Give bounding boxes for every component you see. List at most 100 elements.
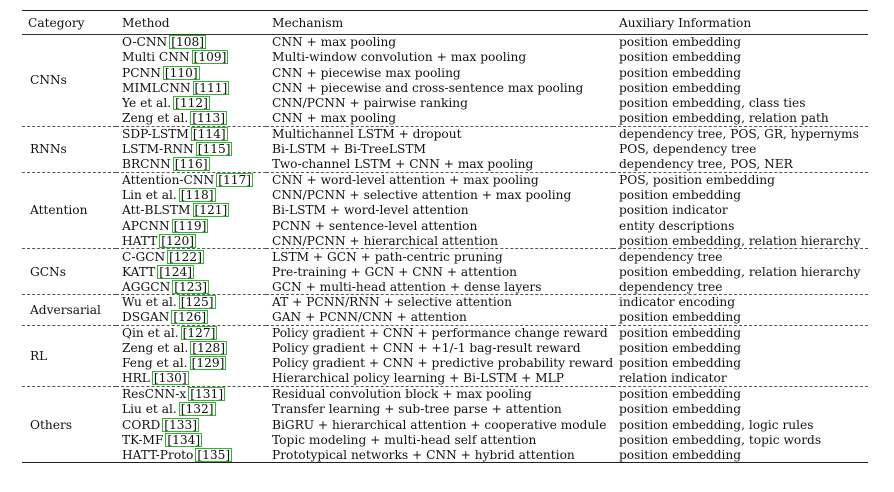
- citation-link[interactable]: [131]: [188, 387, 226, 402]
- method-cell: Attention-CNN [117]: [116, 172, 266, 188]
- table-row: TK-MF [134] Topic modeling + multi-head se…: [22, 432, 868, 447]
- method-cell: Qin et al. [127]: [116, 325, 266, 341]
- table-row: DSGAN [126] GAN + PCNN/CNN + attention posi…: [22, 309, 868, 326]
- table-row: Ye et al. [112] CNN/PCNN + pairwise rankin…: [22, 96, 868, 111]
- method-name: C-GCN: [122, 249, 166, 264]
- auxiliary-cell: position embedding: [619, 35, 742, 50]
- citation-link[interactable]: [135]: [195, 447, 233, 462]
- mechanism-cell: Two-channel LSTM + CNN + max pooling: [266, 156, 613, 173]
- table-row: BRCNN [116] Two-channel LSTM + CNN + max p…: [22, 156, 868, 173]
- table-row: Others ResCNN-x [131] Residual convolution …: [22, 386, 868, 464]
- auxiliary-cell: POS, dependency tree: [619, 142, 757, 157]
- citation-link[interactable]: [132]: [178, 402, 216, 417]
- citation-link[interactable]: [121]: [192, 203, 230, 218]
- method-cell: DSGAN [126]: [116, 309, 266, 326]
- citation-link[interactable]: [112]: [173, 96, 210, 111]
- citation-link[interactable]: [120]: [159, 233, 197, 248]
- category-cell: CNNs: [22, 34, 116, 127]
- citation-link[interactable]: [113]: [190, 111, 228, 126]
- citation-link[interactable]: [125]: [178, 295, 216, 310]
- mechanism-cell: CNN/PCNN + selective attention + max poo…: [272, 188, 572, 203]
- auxiliary-cell: indicator encoding: [619, 295, 736, 310]
- category-cell: Attention: [22, 172, 116, 250]
- auxiliary-cell: dependency tree, POS, NER: [613, 156, 868, 173]
- method-name: Attention-CNN: [122, 173, 215, 188]
- method-cell: MIMLCNN [111]: [116, 80, 266, 96]
- auxiliary-cell: relation indicator: [613, 371, 868, 387]
- table-row: Multi CNN [109] Multi-window convolution +…: [22, 50, 868, 65]
- citation-link[interactable]: [118]: [178, 188, 216, 203]
- header-row: Category Method Mechanism Auxiliary Info…: [22, 10, 868, 35]
- citation-link[interactable]: [130]: [151, 371, 189, 386]
- citation-link[interactable]: [128]: [190, 341, 228, 356]
- method-name: APCNN: [122, 218, 170, 233]
- table-row: RL Qin et al. [127] Policy gradient + CNN +…: [22, 325, 868, 387]
- method-cell: AGGCN [123]: [116, 279, 266, 296]
- citation-link[interactable]: [111]: [192, 81, 230, 96]
- mechanism-cell: Bi-LSTM + word-level attention: [272, 203, 469, 218]
- header-auxiliary: Auxiliary Information: [613, 10, 868, 35]
- citation-link[interactable]: [134]: [165, 432, 203, 447]
- citation-link[interactable]: [122]: [167, 249, 204, 264]
- citation-link[interactable]: [124]: [157, 264, 195, 279]
- method-name: Qin et al.: [122, 326, 179, 341]
- auxiliary-cell: position embedding: [619, 50, 742, 65]
- citation-link[interactable]: [133]: [162, 417, 200, 432]
- citation-link[interactable]: [117]: [216, 173, 253, 188]
- method-cell: Zeng et al. [128]: [116, 340, 266, 356]
- auxiliary-cell: dependency tree, POS, GR, hypernyms: [619, 127, 859, 142]
- mechanism-cell: CNN + piecewise max pooling: [272, 65, 461, 80]
- auxiliary-cell: position embedding: [619, 326, 742, 341]
- method-name: HATT-Proto: [122, 447, 194, 462]
- auxiliary-cell: position embedding, logic rules: [619, 417, 814, 432]
- method-name: CORD: [122, 417, 161, 432]
- mechanism-cell: GAN + PCNN/CNN + attention: [266, 309, 613, 326]
- method-cell: Att-BLSTM [121]: [116, 203, 266, 218]
- citation-link[interactable]: [115]: [195, 142, 233, 157]
- method-cell: PCNN [110]: [116, 65, 266, 80]
- method-name: Liu et al.: [122, 402, 177, 417]
- citation-link[interactable]: [119]: [171, 218, 209, 233]
- mechanism-cell: Hierarchical policy learning + Bi-LSTM +…: [266, 371, 613, 387]
- mechanism-cell: Pre-training + GCN + CNN + attention: [272, 264, 518, 279]
- header-method: Method: [116, 10, 266, 35]
- auxiliary-cell: position embedding, relation hierarchy: [613, 233, 868, 250]
- mechanism-cell: Residual convolution block + max pooling: [272, 387, 532, 402]
- table-row: PCNN [110] CNN + piecewise max pooling posi…: [22, 65, 868, 80]
- method-name: Lin et al.: [122, 188, 177, 203]
- method-name: Zeng et al.: [122, 111, 189, 126]
- method-cell: Ye et al. [112]: [116, 96, 266, 111]
- method-cell: TK-MF [134]: [116, 432, 266, 447]
- mechanism-cell: Multi-window convolution + max pooling: [272, 50, 527, 65]
- method-cell: BRCNN [116]: [116, 156, 266, 173]
- auxiliary-cell: position embedding, topic words: [619, 432, 822, 447]
- table-row: KATT [124] Pre-training + GCN + CNN + atte…: [22, 264, 868, 279]
- citation-link[interactable]: [123]: [172, 279, 210, 294]
- citation-link[interactable]: [129]: [189, 356, 227, 371]
- auxiliary-cell: position embedding: [619, 65, 742, 80]
- method-cell: APCNN [119]: [116, 218, 266, 233]
- auxiliary-cell: position embedding: [619, 402, 742, 417]
- auxiliary-cell: position embedding: [613, 447, 868, 464]
- auxiliary-cell: position indicator: [619, 203, 728, 218]
- auxiliary-cell: entity descriptions: [619, 218, 735, 233]
- mechanism-cell: Bi-LSTM + Bi-TreeLSTM: [272, 142, 426, 157]
- table-row: GCNs C-GCN [122] LSTM + GCN + path-centric …: [22, 248, 868, 296]
- citation-link[interactable]: [108]: [169, 35, 206, 50]
- citation-link[interactable]: [116]: [172, 157, 210, 172]
- citation-link[interactable]: [110]: [162, 65, 200, 80]
- mechanism-cell: Topic modeling + multi-head self attenti…: [272, 432, 537, 447]
- method-name: MIMLCNN: [122, 81, 191, 96]
- method-cell: C-GCN [122]: [116, 249, 266, 264]
- table-row: Att-BLSTM [121] Bi-LSTM + word-level atten…: [22, 203, 868, 218]
- table-row: APCNN [119] PCNN + sentence-level attentio…: [22, 218, 868, 233]
- citation-link[interactable]: [127]: [180, 326, 218, 341]
- citation-link[interactable]: [126]: [171, 310, 209, 325]
- method-name: O-CNN: [122, 35, 168, 50]
- mechanism-cell: Policy gradient + CNN + predictive proba…: [272, 356, 613, 371]
- method-cell: O-CNN [108]: [116, 35, 266, 50]
- citation-link[interactable]: [114]: [190, 127, 228, 142]
- mechanism-cell: GCN + multi-head attention + dense layer…: [266, 279, 613, 296]
- citation-link[interactable]: [109]: [191, 50, 229, 65]
